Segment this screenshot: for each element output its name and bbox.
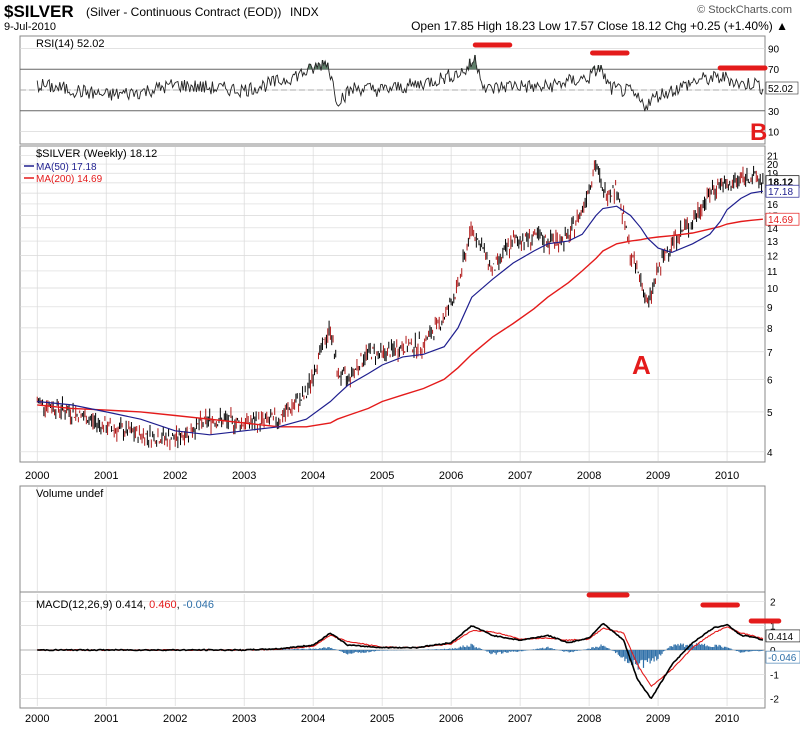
price-badge-ma200-box	[765, 212, 800, 226]
rsi-axis-tick: 90	[768, 44, 780, 55]
price-axis-tick: 13	[767, 237, 779, 248]
price-axis-tick: 10	[767, 284, 779, 295]
price-frame	[19, 145, 766, 463]
x-axis-year-label: 2009	[646, 713, 670, 725]
x-axis-year-label: 2009	[646, 470, 670, 482]
macd-panel: 210-1-2 MACD(12,26,9) 0.414, 0.460, -0.0…	[19, 591, 800, 709]
marker-letter-a: A	[632, 350, 651, 380]
price-label: $SILVER (Weekly) 18.12	[36, 148, 157, 160]
rsi-label: RSI(14) 52.02	[36, 38, 104, 50]
price-axis-tick: 11	[767, 267, 778, 278]
macd-axis-tick: 1	[770, 622, 776, 633]
rsi-axis-tick: 30	[768, 107, 780, 118]
rsi-panel: RSI(14) 52.02 9070503010 52.02 B	[19, 35, 799, 146]
volume-label: Volume undef	[36, 488, 104, 500]
x-axis-year-label: 2007	[508, 713, 532, 725]
x-axis-year-label: 2003	[232, 470, 256, 482]
x-axis-year-label: 2001	[94, 713, 118, 725]
x-axis-year-label: 2000	[25, 470, 49, 482]
ma200-label: MA(200) 14.69	[36, 174, 103, 185]
date-label: 9-Jul-2010	[4, 21, 56, 33]
price-badge-ma200: 14.69	[768, 215, 793, 226]
x-axis-year-label: 2005	[370, 470, 394, 482]
macd-label: MACD(12,26,9) 0.414, 0.460, -0.046	[36, 599, 214, 611]
price-axis-tick: 8	[767, 324, 773, 335]
macd-line	[37, 622, 764, 700]
price-axis-tick: 20	[767, 160, 779, 171]
price-axis-tick: 7	[767, 348, 773, 359]
macd-axis-tick: -2	[770, 695, 779, 706]
x-axis-year-label: 2008	[577, 470, 601, 482]
price-axis-tick: 14	[767, 224, 779, 235]
ma200-line	[37, 218, 763, 428]
price-axis-tick: 9	[767, 303, 773, 314]
marker-letter-b: B	[750, 119, 767, 146]
rsi-axis-tick: 10	[768, 128, 780, 139]
exchange-label: INDX	[290, 5, 319, 19]
price-axis-tick: 12	[767, 251, 779, 262]
x-axis-year-label: 2010	[715, 470, 739, 482]
x-axis-year-label: 2005	[370, 713, 394, 725]
price-axis-tick: 21	[767, 151, 779, 162]
price-axis-tick: 6	[767, 375, 773, 386]
ma50-label: MA(50) 17.18	[36, 162, 97, 173]
macd-badge-macd-box	[765, 629, 800, 643]
x-axis-year-label: 2003	[232, 713, 256, 725]
price-badge-close: 18.12	[768, 178, 793, 189]
price-badge-ma50: 17.18	[768, 187, 793, 198]
price-badge-ma50-box	[765, 184, 800, 198]
ohlc-summary: Open 17.85 High 18.23 Low 17.57 Close 18…	[411, 19, 788, 33]
macd-axis-tick: 2	[770, 597, 776, 608]
price-axis-tick: 19	[767, 169, 779, 180]
x-axis-year-label: 2002	[163, 713, 187, 725]
x-axis-year-label: 2002	[163, 470, 187, 482]
price-axis-tick: 5	[767, 408, 773, 419]
x-axis-year-label: 2001	[94, 470, 118, 482]
x-axis-year-label: 2007	[508, 470, 532, 482]
rsi-line	[36, 54, 764, 112]
x-axis-year-label: 2008	[577, 713, 601, 725]
price-axis-tick: 4	[767, 448, 773, 459]
macd-axis-tick: -1	[770, 670, 779, 681]
macd-badge-macd: 0.414	[768, 632, 793, 643]
macd-badge-hist-box	[765, 650, 800, 664]
symbol-title: $SILVER	[4, 2, 74, 21]
x-axis-year-label: 2010	[715, 713, 739, 725]
x-axis-year-label: 2006	[439, 470, 463, 482]
symbol-description: (Silver - Continuous Contract (EOD))	[86, 5, 281, 19]
rsi-value-badge: 52.02	[768, 84, 793, 95]
price-panel: 212019181716151413121110987654 $SILVER (…	[19, 145, 800, 463]
ma50-line	[37, 190, 763, 436]
x-axis-year-label: 2004	[301, 713, 325, 725]
rsi-value-badge-box	[765, 81, 799, 95]
x-axis-year-label: 2006	[439, 713, 463, 725]
x-axis-year-label: 2004	[301, 470, 325, 482]
price-axis-tick: 16	[767, 200, 779, 211]
brand-label: © StockCharts.com	[697, 4, 792, 16]
macd-badge-hist: -0.046	[768, 653, 797, 664]
x-axis-year-label: 2000	[25, 713, 49, 725]
rsi-axis-tick: 70	[768, 65, 780, 76]
